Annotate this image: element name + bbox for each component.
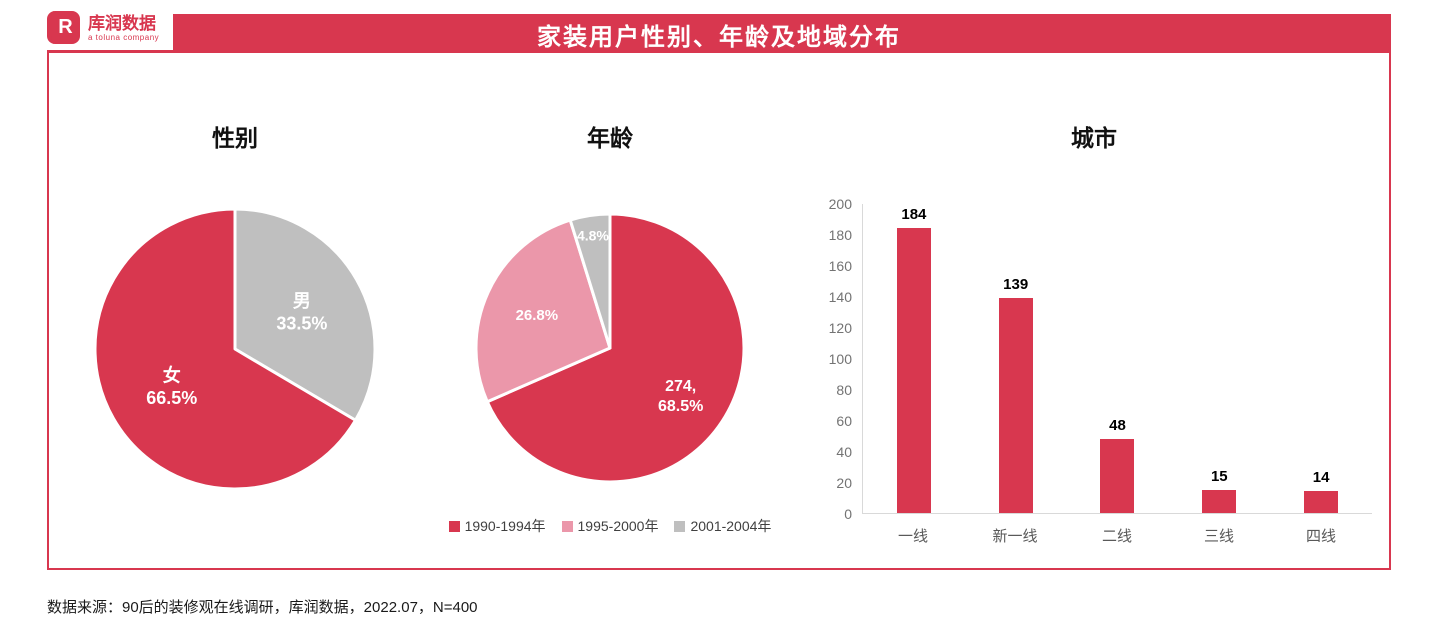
pie-slice-label: 26.8% bbox=[516, 307, 559, 324]
chart-panel: 家装用户性别、年龄及地域分布 性别 男 33.5% 女 66.5% 年龄 274, 68… bbox=[47, 14, 1391, 570]
legend-label: 1990-1994年 bbox=[464, 518, 546, 534]
bar-value-label: 139 bbox=[1003, 275, 1029, 293]
legend-item-1990-1994年: 1990-1994年 bbox=[448, 516, 546, 536]
age-section-title: 年龄 bbox=[587, 125, 633, 151]
bar-value-label: 15 bbox=[1210, 467, 1228, 485]
plot-area: 184 139 48 15 14 bbox=[862, 204, 1372, 514]
legend-item-1995-2000年: 1995-2000年 bbox=[561, 516, 659, 536]
panel-title: 家装用户性别、年龄及地域分布 bbox=[537, 24, 901, 51]
plot-area-wrap: 184 139 48 15 14 一线 新一线 二线 三线 四线 bbox=[862, 204, 1372, 546]
city-bar-chart: 0 20 40 60 80 100 120 140 160 180 200 184 139 48 15 14… bbox=[816, 197, 1372, 546]
x-category-label: 二线 bbox=[1101, 528, 1132, 545]
data-source-note: 数据来源：90后的装修观在线调研，库润数据，2022.07，N=400 bbox=[47, 599, 478, 616]
y-tick-label: 20 bbox=[836, 475, 852, 491]
legend-item-2001-2004年: 2001-2004年 bbox=[674, 516, 771, 536]
legend-swatch bbox=[448, 520, 460, 532]
pie-slice-label: 女 66.5% bbox=[146, 364, 197, 408]
bar-value-label: 14 bbox=[1312, 469, 1330, 487]
logo-name: 库润数据 bbox=[88, 13, 156, 33]
panel-header: 家装用户性别、年龄及地域分布 bbox=[49, 16, 1389, 53]
legend-label: 2001-2004年 bbox=[690, 518, 772, 534]
y-tick-label: 80 bbox=[836, 382, 852, 398]
age-section: 年龄 274, 68.5% 26.8% 4.8% 1990-1994年 1995-200… bbox=[421, 53, 799, 568]
bar-三线 bbox=[1202, 489, 1237, 513]
y-axis: 0 20 40 60 80 100 120 140 160 180 200 bbox=[816, 197, 862, 521]
legend-label: 1995-2000年 bbox=[577, 518, 659, 534]
pie-slice-label: 男 33.5% bbox=[276, 291, 327, 334]
bar-一线 bbox=[896, 227, 931, 513]
x-axis: 一线 新一线 二线 三线 四线 bbox=[862, 514, 1372, 546]
y-tick-label: 40 bbox=[836, 444, 852, 460]
pie-slice-女 bbox=[93, 207, 358, 491]
pie-slice-label: 4.8% bbox=[577, 227, 609, 243]
gender-section: 性别 男 33.5% 女 66.5% bbox=[49, 53, 421, 568]
y-tick-label: 180 bbox=[828, 227, 852, 243]
bar-新一线 bbox=[998, 297, 1033, 513]
charts-content: 性别 男 33.5% 女 66.5% 年龄 274, 68.5% 26.8% 4.8% 19… bbox=[49, 53, 1389, 568]
bar-group-新一线: 139 bbox=[965, 204, 1067, 513]
logo-subtitle: a toluna company bbox=[88, 32, 160, 42]
pie-slice-2001-2004年 bbox=[568, 212, 612, 350]
bar-四线 bbox=[1304, 491, 1339, 513]
y-tick-label: 60 bbox=[836, 413, 852, 429]
x-category-label: 新一线 bbox=[992, 528, 1038, 545]
gender-section-title: 性别 bbox=[212, 125, 258, 151]
pie-slice-1995-2000年 bbox=[474, 218, 612, 404]
legend-swatch bbox=[674, 520, 686, 532]
bar-group-三线: 15 bbox=[1168, 204, 1270, 513]
logo: R 库润数据 a toluna company bbox=[40, 5, 174, 50]
y-tick-label: 140 bbox=[828, 289, 852, 305]
pie-slice-1990-1994年 bbox=[485, 212, 746, 484]
bar-二线 bbox=[1100, 438, 1135, 513]
bar-value-label: 184 bbox=[901, 205, 927, 223]
bar-group-四线: 14 bbox=[1270, 204, 1372, 513]
y-tick-label: 100 bbox=[828, 351, 852, 367]
city-section: 城市 0 20 40 60 80 100 120 140 160 180 200 184 139 48 1… bbox=[799, 53, 1389, 568]
y-tick-label: 200 bbox=[828, 196, 852, 212]
age-pie-chart: 274, 68.5% 26.8% 4.8% bbox=[474, 212, 746, 484]
legend-swatch bbox=[561, 520, 573, 532]
bar-value-label: 48 bbox=[1109, 416, 1126, 434]
logo-text: 库润数据 a toluna company bbox=[88, 14, 159, 42]
gender-pie-chart: 男 33.5% 女 66.5% bbox=[93, 207, 377, 491]
bar-group-二线: 48 bbox=[1067, 204, 1169, 513]
y-tick-label: 120 bbox=[828, 320, 852, 336]
age-legend: 1990-1994年 1995-2000年 2001-2004年 bbox=[448, 516, 771, 536]
pie-slice-label: 274, 68.5% bbox=[658, 378, 703, 415]
x-category-label: 三线 bbox=[1203, 528, 1234, 545]
city-section-title: 城市 bbox=[1071, 125, 1117, 151]
bar-group-一线: 184 bbox=[863, 204, 965, 513]
logo-mark-letter: R bbox=[58, 16, 73, 38]
x-category-label: 四线 bbox=[1305, 528, 1336, 545]
pie-slice-男 bbox=[233, 207, 377, 422]
kurun-logo-icon: R bbox=[47, 11, 80, 44]
y-tick-label: 160 bbox=[828, 258, 852, 274]
x-category-label: 一线 bbox=[897, 528, 928, 545]
y-tick-label: 0 bbox=[844, 506, 852, 522]
